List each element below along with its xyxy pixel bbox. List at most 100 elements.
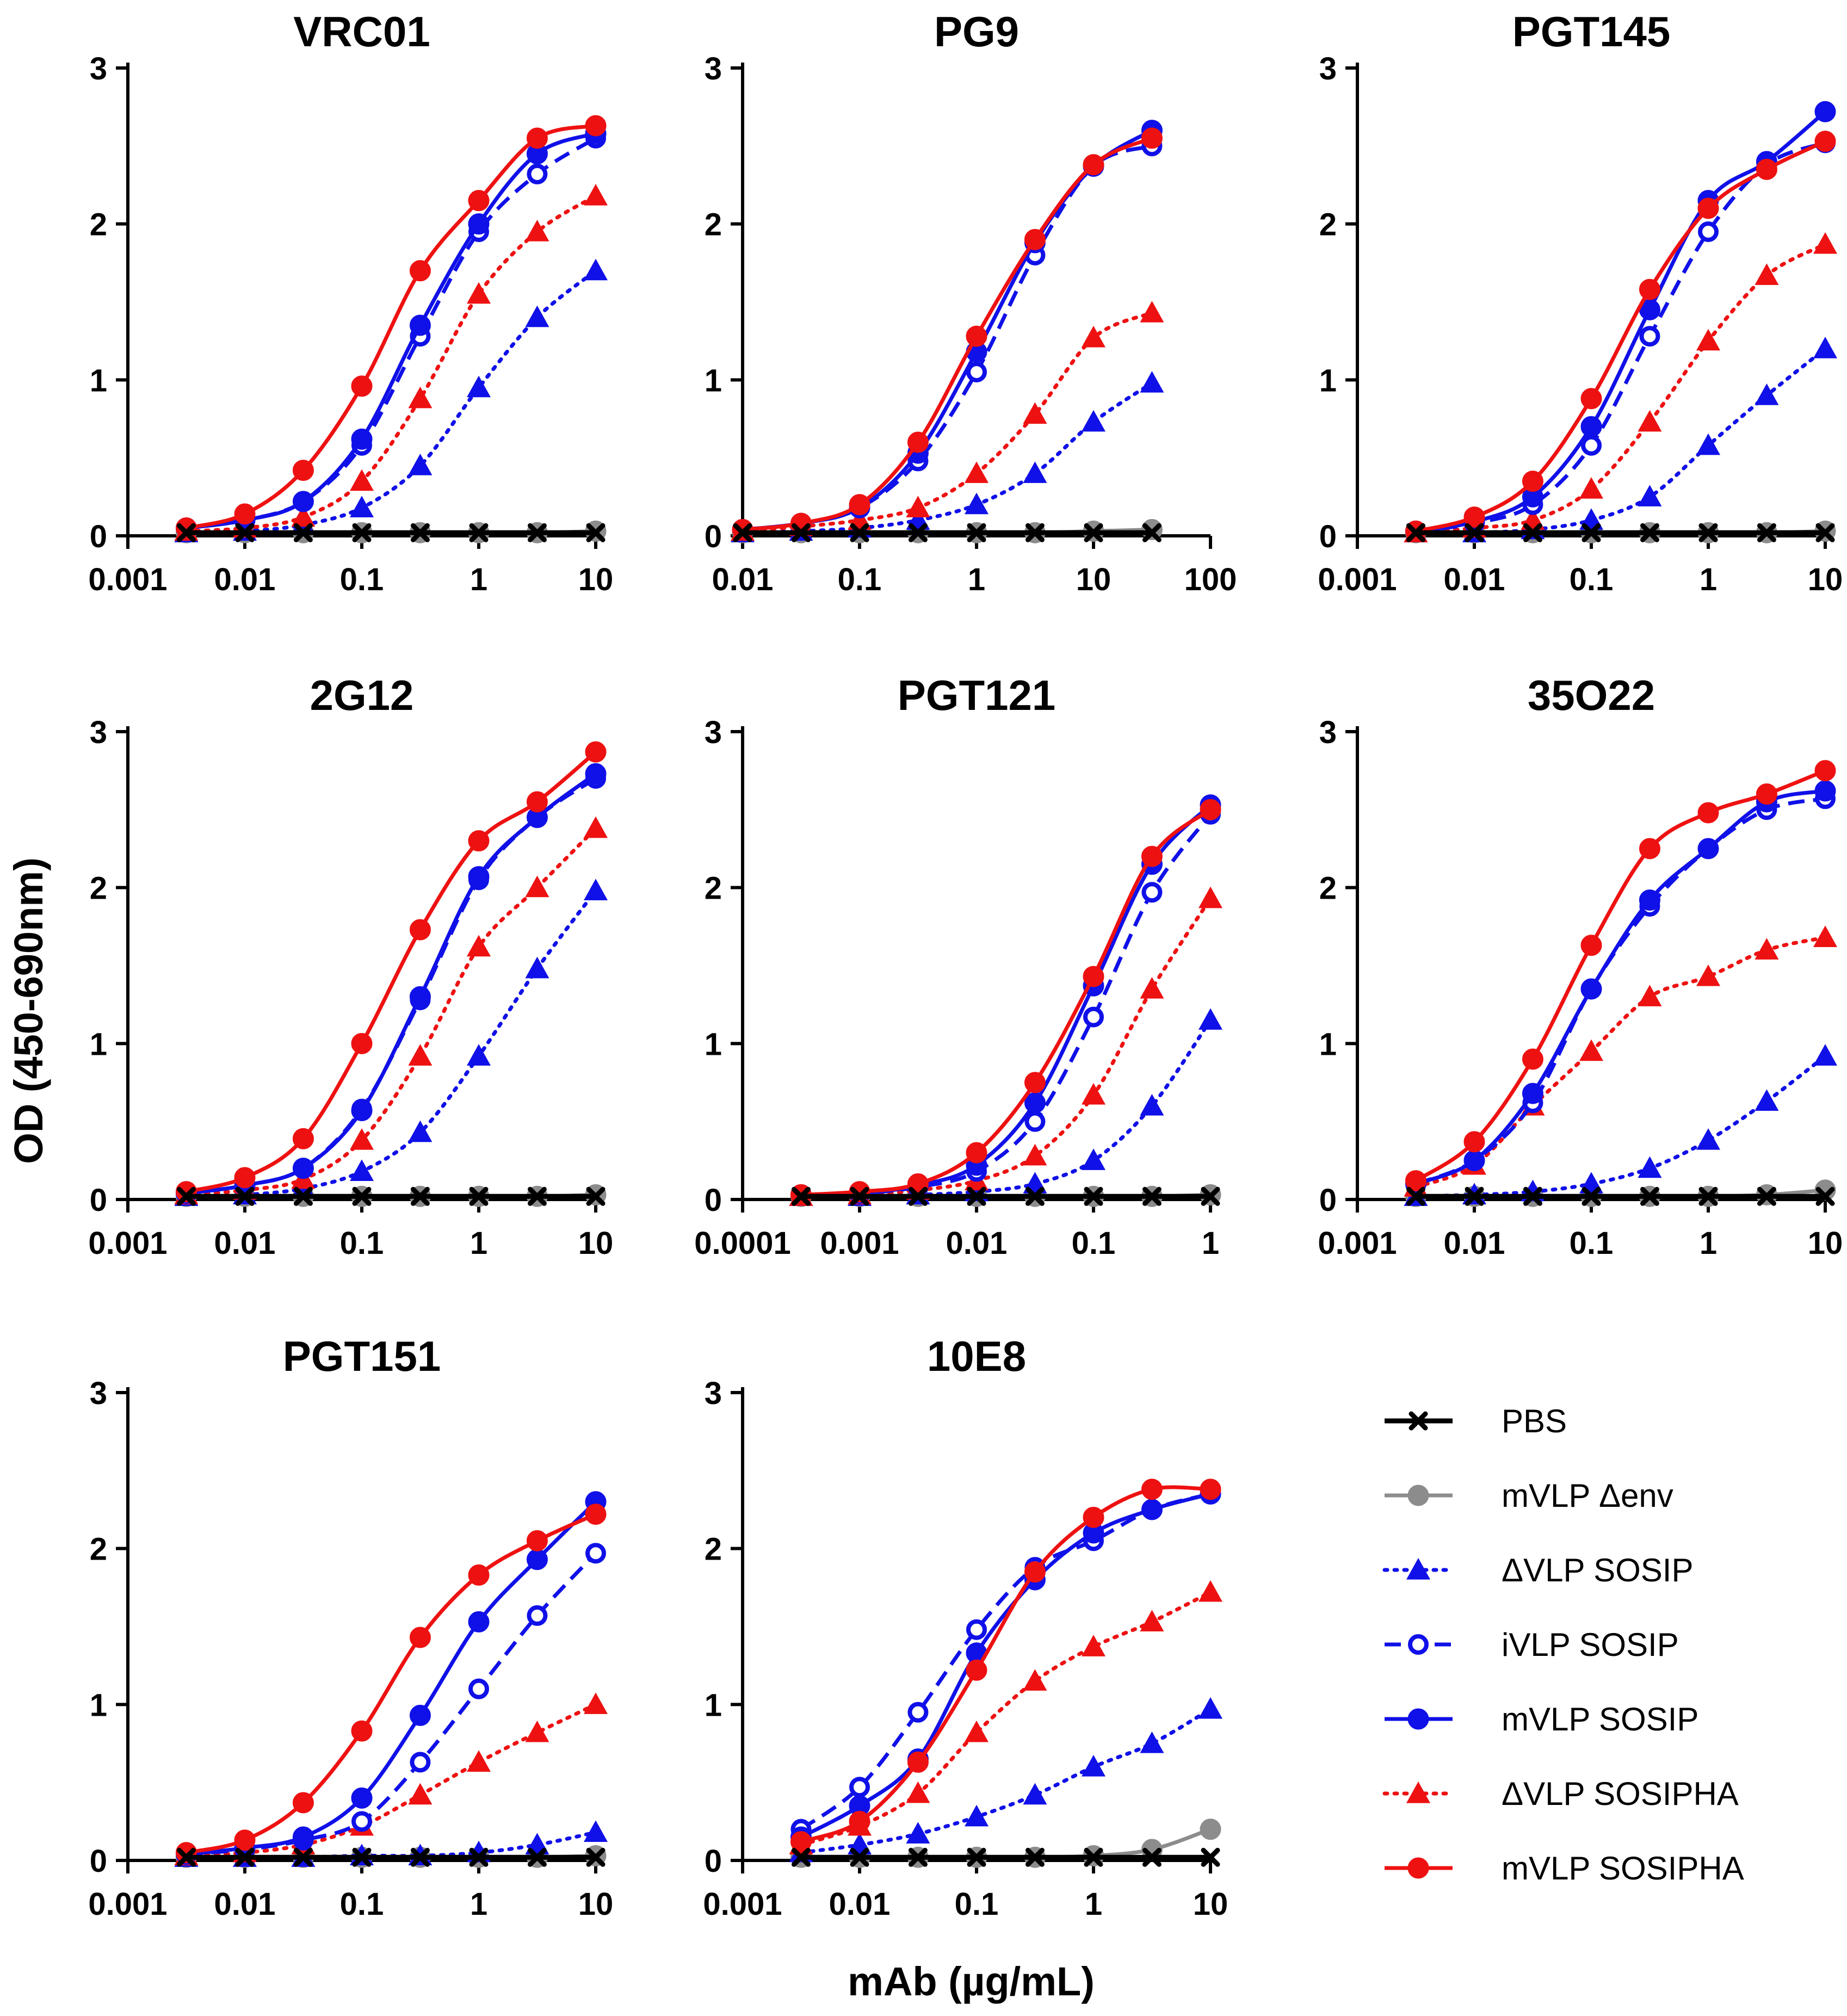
series-ivlp-sosip bbox=[176, 128, 606, 539]
x-tick-label: 0.001 bbox=[88, 1887, 167, 1922]
y-tick-label: 0 bbox=[705, 519, 722, 554]
data-point bbox=[1581, 435, 1602, 456]
data-point bbox=[1814, 760, 1836, 782]
series-dvlp-sosip bbox=[789, 1008, 1222, 1206]
data-point bbox=[1141, 127, 1163, 149]
data-point bbox=[292, 1128, 314, 1149]
x-tick-label: 0.01 bbox=[829, 1887, 891, 1922]
data-point bbox=[1639, 279, 1660, 300]
x-tick-label: 0.1 bbox=[838, 562, 882, 597]
y-tick-label: 2 bbox=[90, 871, 107, 906]
series-line bbox=[1415, 110, 1827, 533]
data-point bbox=[1140, 371, 1164, 393]
panel-title: PGT151 bbox=[283, 1332, 441, 1380]
x-tick-label: 10 bbox=[1076, 562, 1111, 597]
data-point bbox=[350, 496, 374, 517]
data-point bbox=[352, 523, 372, 542]
data-point bbox=[1199, 1008, 1222, 1030]
y-tick-label: 0 bbox=[1319, 519, 1337, 554]
data-point bbox=[235, 1186, 255, 1206]
legend-marker bbox=[1409, 1411, 1428, 1431]
data-point bbox=[1025, 1847, 1045, 1867]
data-point bbox=[292, 1792, 314, 1814]
panel-pgt145: PGT145 0 1 2 3 0.001 0.01 0.1 1 10 bbox=[1318, 8, 1843, 597]
y-tick-label: 2 bbox=[705, 1532, 722, 1567]
data-point bbox=[1082, 410, 1105, 432]
data-point bbox=[1023, 1143, 1047, 1166]
data-point bbox=[410, 1847, 430, 1867]
y-tick-label: 3 bbox=[90, 715, 107, 750]
legend-label: mVLP SOSIP bbox=[1502, 1701, 1698, 1737]
series-line bbox=[801, 808, 1212, 1197]
data-point bbox=[1814, 101, 1836, 122]
series-line bbox=[1413, 242, 1827, 535]
y-tick-label: 1 bbox=[1319, 363, 1337, 398]
panel-title: 2G12 bbox=[310, 671, 414, 719]
data-point bbox=[1813, 337, 1837, 358]
series-ivlp-sosip bbox=[790, 1483, 1221, 1840]
data-point bbox=[965, 461, 989, 483]
data-point bbox=[791, 523, 811, 542]
series-mvlp-sosip bbox=[732, 120, 1163, 541]
y-tick-label: 0 bbox=[90, 1844, 107, 1879]
data-point bbox=[409, 1704, 431, 1726]
data-point bbox=[408, 454, 433, 475]
data-point bbox=[967, 1847, 986, 1867]
data-point bbox=[352, 1847, 372, 1867]
data-point bbox=[1084, 523, 1103, 542]
legend-label: ΔVLP SOSIPHA bbox=[1502, 1776, 1739, 1812]
y-tick-label: 0 bbox=[1319, 1183, 1337, 1218]
data-point bbox=[584, 258, 608, 281]
data-point bbox=[468, 1611, 490, 1632]
series-line bbox=[186, 137, 597, 530]
data-point bbox=[1640, 523, 1659, 542]
y-tick-label: 1 bbox=[90, 1687, 107, 1723]
data-point bbox=[1023, 461, 1047, 483]
series-line bbox=[1415, 141, 1826, 533]
data-point bbox=[1200, 799, 1221, 820]
legend-label: mVLP SOSIPHA bbox=[1502, 1850, 1744, 1887]
x-tick-label: 0.01 bbox=[946, 1226, 1008, 1261]
panel-pgt121: PGT121 0 1 2 3 0.0001 0.001 0.01 0.1 1 bbox=[694, 671, 1222, 1261]
legend-item-mvlp-sosip: mVLP SOSIP bbox=[1385, 1701, 1698, 1737]
data-point bbox=[1639, 838, 1660, 859]
legend-item-mvlp-sosipha: mVLP SOSIPHA bbox=[1385, 1850, 1744, 1887]
series-ivlp-sosip bbox=[176, 1543, 606, 1865]
data-point bbox=[351, 1720, 373, 1742]
data-point bbox=[1463, 1131, 1485, 1153]
data-point bbox=[176, 1186, 196, 1206]
data-point bbox=[1084, 1186, 1103, 1206]
x-tick-label: 1 bbox=[968, 562, 985, 597]
data-point bbox=[850, 523, 869, 542]
legend-label: iVLP SOSIP bbox=[1502, 1627, 1679, 1663]
data-point bbox=[1199, 1697, 1222, 1719]
data-point bbox=[351, 375, 373, 397]
data-point bbox=[235, 1847, 255, 1867]
data-point bbox=[1579, 477, 1603, 499]
data-point bbox=[1638, 1156, 1662, 1178]
data-point bbox=[906, 496, 930, 517]
series-pbs bbox=[176, 523, 606, 542]
series-mvlp-sosipha bbox=[790, 1479, 1221, 1853]
data-point bbox=[527, 523, 547, 542]
y-tick-label: 3 bbox=[90, 1376, 107, 1411]
legend-label: ΔVLP SOSIP bbox=[1502, 1552, 1693, 1588]
data-point bbox=[1580, 935, 1602, 956]
series-line bbox=[800, 1492, 1211, 1831]
panel-pg9: PG9 0 1 2 3 0.01 0.1 1 10 100 bbox=[705, 8, 1237, 597]
data-point bbox=[351, 1100, 373, 1122]
data-point bbox=[850, 1847, 869, 1867]
data-point bbox=[1023, 1783, 1047, 1805]
x-tick-label: 0.1 bbox=[340, 562, 384, 597]
data-point bbox=[1083, 966, 1104, 987]
data-point bbox=[526, 127, 548, 149]
series-line bbox=[1415, 139, 1826, 533]
data-point bbox=[1142, 1186, 1162, 1206]
data-point bbox=[1580, 416, 1602, 437]
series-mvlp-sosipha bbox=[175, 741, 607, 1203]
y-tick-label: 1 bbox=[90, 1026, 107, 1062]
legend: PBS mVLP Δenv ΔVLP SOSIP iVLP SOSIP mVLP SOS… bbox=[1382, 1403, 1744, 1887]
data-point bbox=[467, 1044, 491, 1066]
data-point bbox=[1698, 523, 1718, 542]
x-tick-label: 0.1 bbox=[1072, 1226, 1116, 1261]
